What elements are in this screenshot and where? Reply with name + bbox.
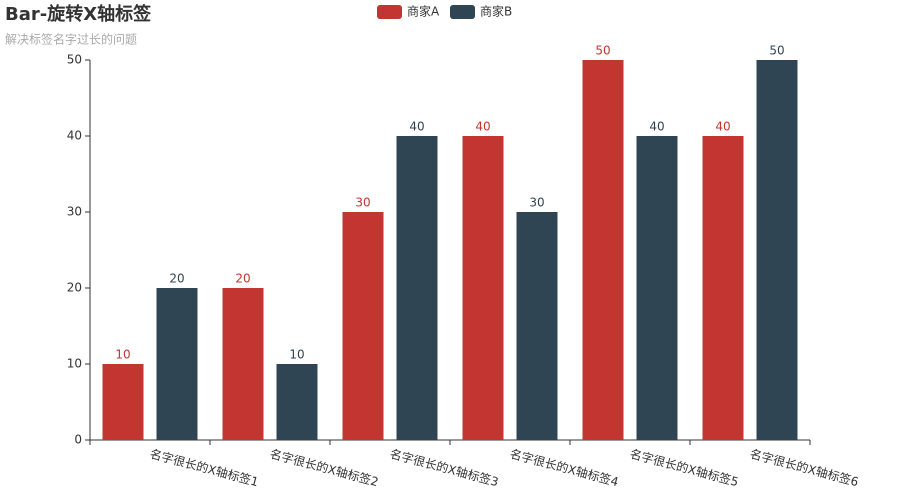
bar [102,364,144,440]
value-label: 10 [289,348,304,362]
bar [582,60,624,440]
x-tick-label: 名字很长的X轴标签2 [268,446,380,489]
value-label: 30 [529,196,544,210]
bar [516,212,558,440]
x-tick-label: 名字很长的X轴标签6 [748,446,860,489]
value-label: 10 [115,348,130,362]
bar [276,364,318,440]
value-label: 40 [715,120,730,134]
value-label: 40 [649,120,664,134]
x-tick-label: 名字很长的X轴标签4 [508,446,620,489]
legend-swatch [450,5,475,19]
x-tick-label: 名字很长的X轴标签3 [388,446,500,489]
bar [396,136,438,440]
y-tick-label: 0 [74,433,82,447]
bar [462,136,504,440]
y-tick-label: 40 [67,129,82,143]
bar [756,60,798,440]
y-tick-label: 20 [67,281,82,295]
legend-label: 商家B [480,4,512,19]
value-label: 50 [769,44,784,58]
bar [342,212,384,440]
value-label: 20 [169,272,184,286]
value-label: 40 [409,120,424,134]
value-label: 50 [595,44,610,58]
y-tick-label: 10 [67,357,82,371]
bar [702,136,744,440]
chart-subtitle: 解决标签名字过长的问题 [5,32,137,47]
y-tick-label: 50 [67,53,82,67]
x-tick-label: 名字很长的X轴标签5 [628,446,740,489]
value-label: 30 [355,196,370,210]
value-label: 20 [235,272,250,286]
legend-swatch [377,5,402,19]
legend-label: 商家A [407,4,440,19]
x-tick-label: 名字很长的X轴标签1 [148,446,260,489]
bar [156,288,198,440]
value-label: 40 [475,120,490,134]
bar [222,288,264,440]
chart-title: Bar-旋转X轴标签 [5,3,152,25]
y-tick-label: 30 [67,205,82,219]
bar [636,136,678,440]
